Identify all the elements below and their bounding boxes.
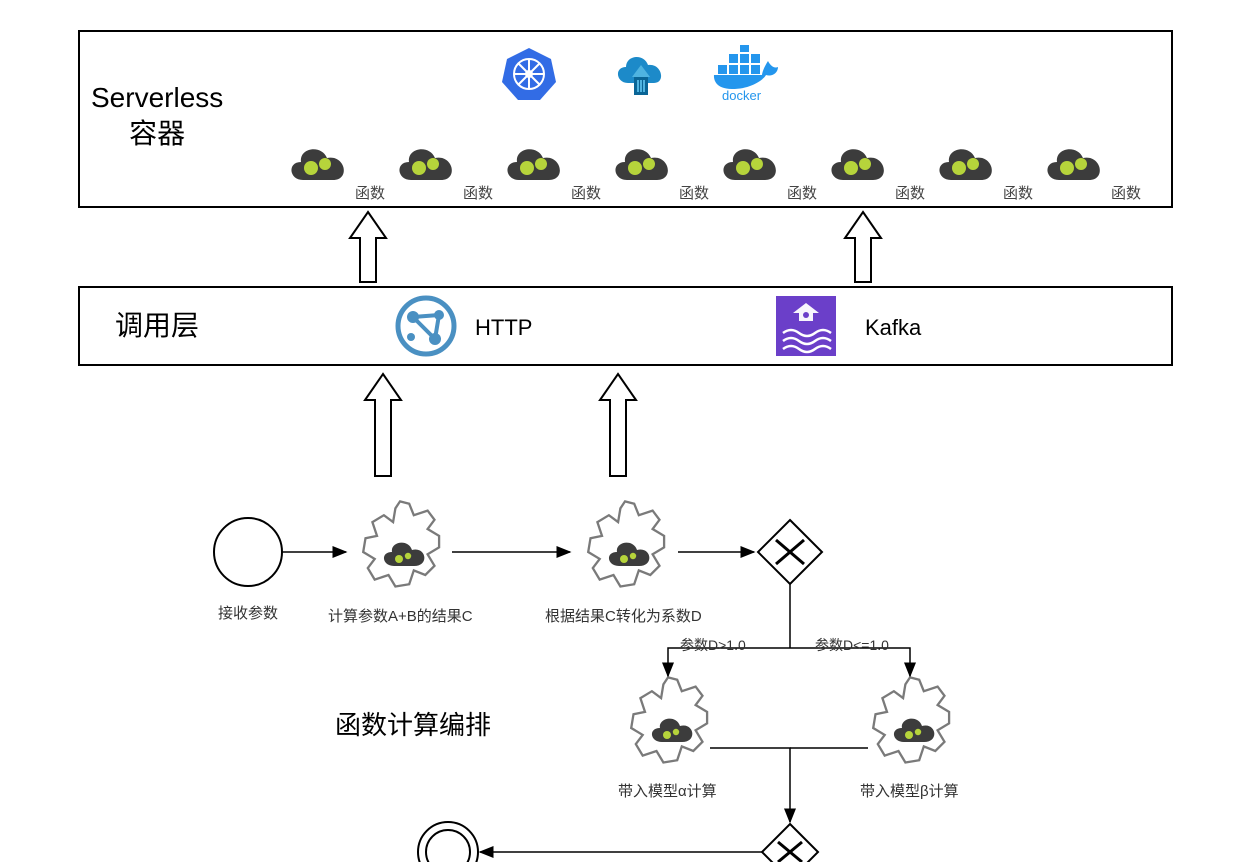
flow-gear-alpha (631, 677, 707, 762)
flow-start-node (214, 518, 282, 586)
flow-decision-2 (762, 824, 818, 862)
flowchart-canvas (0, 0, 1246, 862)
flow-label-calcC: 计算参数A+B的结果C (328, 605, 473, 626)
flow-label-toD: 根据结果C转化为系数D (545, 605, 702, 626)
flow-label-beta: 带入模型β计算 (860, 780, 959, 801)
flow-gear-toD (588, 501, 664, 586)
flow-edge (710, 748, 790, 822)
flow-decision-1 (758, 520, 822, 584)
flow-gear-beta (873, 677, 949, 762)
flow-label-alpha: 带入模型α计算 (618, 780, 717, 801)
flow-label-start: 接收参数 (218, 602, 278, 623)
flow-edge-label-gt: 参数D>1.0 (680, 635, 746, 655)
flow-gear-calcC (363, 501, 439, 586)
flow-edge-label-lte: 参数D<=1.0 (815, 635, 889, 655)
